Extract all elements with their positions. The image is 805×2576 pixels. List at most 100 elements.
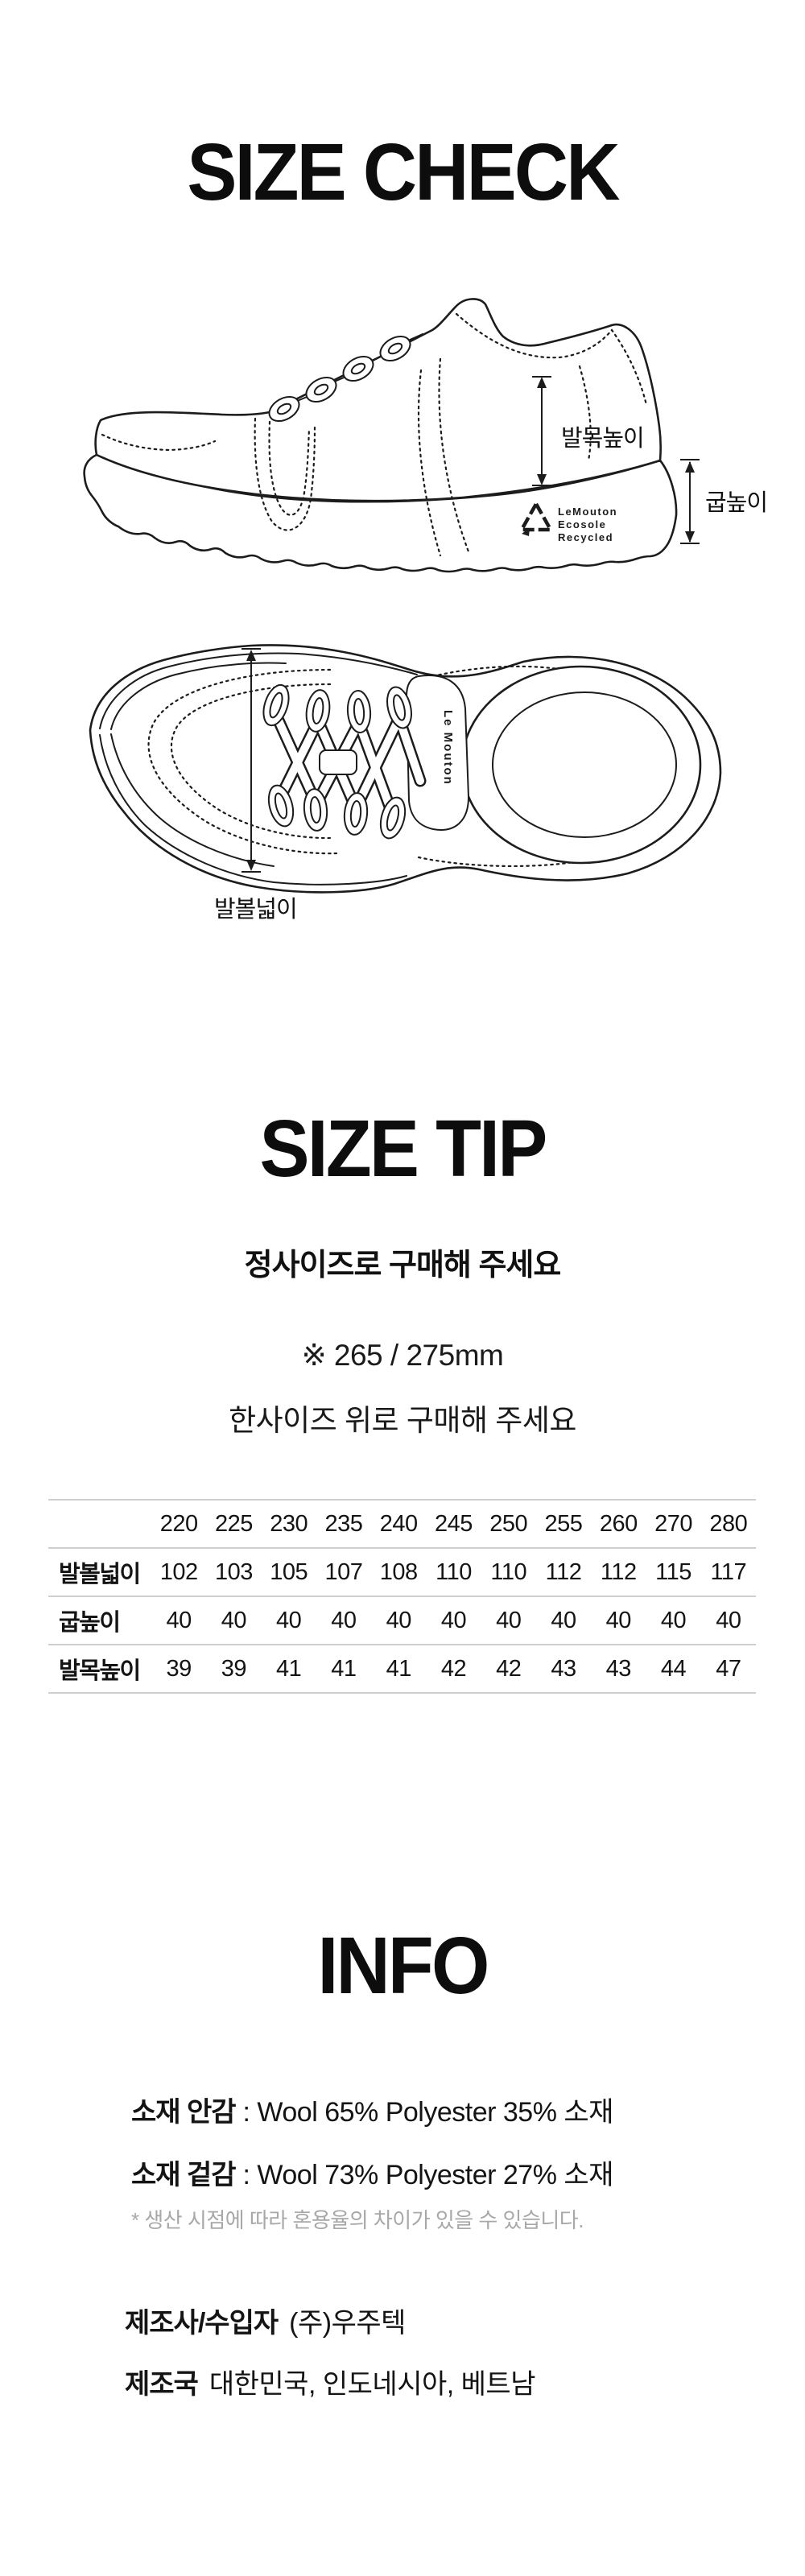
size-column-header: 240 xyxy=(379,1510,418,1537)
size-cell: 102 xyxy=(159,1558,198,1585)
size-tip-note2: 한사이즈 위로 구매해 주세요 xyxy=(229,1404,576,1437)
size-cell: 41 xyxy=(276,1655,302,1682)
ankle-height-arrow xyxy=(532,376,551,486)
material-inner-value: : Wool 65% Polyester 35% 소재 xyxy=(242,2097,614,2128)
topline-seam xyxy=(455,312,648,407)
vamp-seam-inner xyxy=(268,420,311,516)
top-view-laces xyxy=(262,683,427,840)
lace-loop xyxy=(342,355,374,382)
toe-seam-inner xyxy=(170,683,333,840)
upper-outline xyxy=(94,298,662,502)
size-cell: 110 xyxy=(490,1558,527,1585)
size-cell: 41 xyxy=(331,1655,357,1682)
lace-keeper xyxy=(319,749,357,775)
manufacturer-value: (주)우주텍 xyxy=(289,2308,406,2339)
size-column-header: 220 xyxy=(159,1510,198,1537)
country-label: 제조국 xyxy=(125,2369,199,2400)
ankle-height-label: 발목높이 xyxy=(561,426,645,452)
heel-height-label: 굽높이 xyxy=(705,490,768,516)
country-line: 제조국 대한민국, 인도네시아, 베트남 xyxy=(125,2362,536,2401)
shoe-side-view-illustration: LeMouton Ecosole Recycled xyxy=(83,298,700,573)
heel-seam xyxy=(578,365,592,462)
sole-outline xyxy=(83,453,678,573)
size-cell: 42 xyxy=(440,1655,467,1682)
size-cell: 110 xyxy=(436,1558,472,1585)
heel-height-arrow xyxy=(680,459,700,544)
tongue-outline xyxy=(406,675,469,831)
size-row-label: 발볼넓이 xyxy=(59,1562,141,1587)
size-cell: 41 xyxy=(386,1655,412,1682)
tongue-brand-text: Le Mouton xyxy=(441,710,455,786)
size-table: 220 225 230 235 240 245 250 255 260 270 280 발볼넓이 10… xyxy=(48,1499,756,1694)
size-table-container: 220 225 230 235 240 245 250 255 260 270 280 발볼넓이 10… xyxy=(48,1499,756,1694)
size-cell: 44 xyxy=(660,1655,687,1682)
shoe-top-view-illustration: Le Mouton xyxy=(89,644,722,894)
size-cell: 115 xyxy=(655,1558,691,1585)
info-title: INFO xyxy=(317,1921,490,2011)
size-column-header: 280 xyxy=(709,1510,748,1537)
material-outer-value: : Wool 73% Polyester 27% 소재 xyxy=(242,2160,614,2190)
material-inner-line: 소재 안감 : Wool 65% Polyester 35% 소재 xyxy=(131,2090,613,2129)
width-label: 발볼넓이 xyxy=(214,897,298,923)
size-cell: 103 xyxy=(214,1558,253,1585)
quarter-seam-1 xyxy=(417,369,442,557)
manufacturer-label: 제조사/수입자 xyxy=(125,2308,279,2339)
lace-loop xyxy=(268,395,300,423)
size-cell: 40 xyxy=(605,1607,632,1633)
size-cell: 40 xyxy=(331,1607,357,1633)
size-cell: 43 xyxy=(605,1655,632,1682)
collar-inner xyxy=(492,691,677,838)
size-cell: 112 xyxy=(545,1558,582,1585)
size-tip-subtitle: 정사이즈로 구매해 주세요 xyxy=(244,1249,562,1282)
material-footnote: * 생산 시점에 따라 혼용율의 차이가 있을 수 있습니다. xyxy=(131,2208,584,2232)
sole-logo-line3: Recycled xyxy=(558,531,613,543)
size-cell: 117 xyxy=(710,1558,747,1585)
lace-loop xyxy=(343,792,369,836)
lace-loop xyxy=(386,686,412,729)
size-table-row: 발볼넓이 102 103 105 107 108 110 110 112 112 115 117 xyxy=(48,1548,756,1596)
recycle-icon-arrowhead xyxy=(522,528,530,536)
sole-logo-line2: Ecosole xyxy=(558,518,606,530)
size-cell: 105 xyxy=(270,1558,308,1585)
size-cell: 108 xyxy=(379,1558,418,1585)
manufacturer-line: 제조사/수입자 (주)우주텍 xyxy=(125,2301,406,2340)
size-column-header: 230 xyxy=(270,1510,308,1537)
size-cell: 40 xyxy=(221,1607,247,1633)
size-tip-title: SIZE TIP xyxy=(259,1104,548,1194)
sole-logo: LeMouton Ecosole Recycled xyxy=(519,502,617,543)
contour-top-2 xyxy=(99,652,418,729)
size-cell: 107 xyxy=(324,1558,363,1585)
side-laces xyxy=(268,333,423,423)
lace-loop xyxy=(305,689,331,733)
size-column-header: 250 xyxy=(489,1510,528,1537)
side-upper xyxy=(94,298,662,557)
size-tip-note1: ※ 265 / 275mm xyxy=(301,1339,504,1372)
size-column-header: 225 xyxy=(214,1510,253,1537)
width-arrow xyxy=(242,648,261,873)
size-cell: 39 xyxy=(166,1655,192,1682)
lace-loop xyxy=(305,376,337,403)
material-outer-label: 소재 겉감 xyxy=(131,2160,237,2190)
lace-loop xyxy=(262,683,290,727)
size-cell: 40 xyxy=(166,1607,192,1633)
lace-loop xyxy=(346,690,372,733)
size-cell: 40 xyxy=(440,1607,467,1633)
vamp-seam-outer xyxy=(254,417,316,531)
lace-loop xyxy=(267,784,295,828)
toe-seam-outer xyxy=(147,668,340,855)
size-column-header: 255 xyxy=(544,1510,583,1537)
lace-loop xyxy=(379,335,411,362)
lace-loop xyxy=(379,796,407,840)
top-view-tongue: Le Mouton xyxy=(406,675,469,831)
size-cell: 112 xyxy=(600,1558,637,1585)
size-check-title: SIZE CHECK xyxy=(187,127,620,217)
size-table-row: 발목높이 39 39 41 41 41 42 42 43 43 44 47 xyxy=(48,1645,756,1693)
size-cell: 40 xyxy=(496,1607,522,1633)
size-cell: 47 xyxy=(716,1655,741,1682)
contour-top-3 xyxy=(110,662,287,730)
toe-cap-seam xyxy=(101,433,217,452)
size-cell: 39 xyxy=(221,1655,247,1682)
size-column-header: 245 xyxy=(435,1510,473,1537)
size-cell: 42 xyxy=(496,1655,522,1682)
size-cell: 40 xyxy=(386,1607,412,1633)
